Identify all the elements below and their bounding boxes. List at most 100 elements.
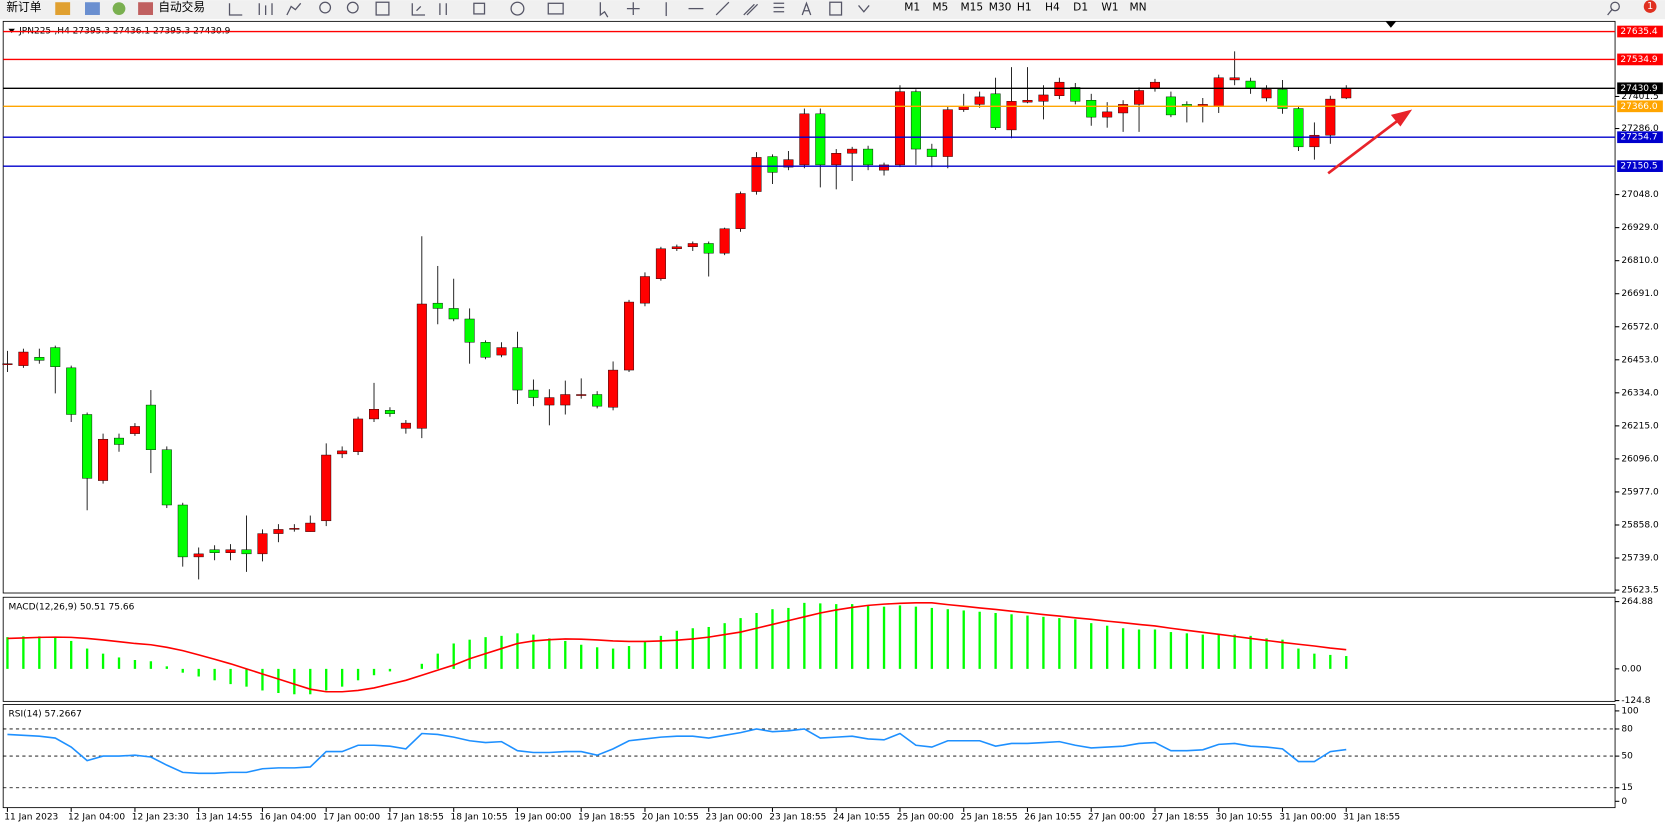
timeframe-button[interactable]: W1 bbox=[1101, 1, 1118, 14]
crosshair-tool[interactable] bbox=[626, 2, 640, 15]
candle-body bbox=[464, 318, 475, 343]
y-tick-label: 27401.5 bbox=[1621, 92, 1658, 102]
candle-body bbox=[703, 243, 714, 254]
candle-body bbox=[751, 157, 762, 192]
x-tick-label: 13 Jan 14:55 bbox=[196, 813, 253, 823]
y-tick-label: 26334.0 bbox=[1621, 388, 1659, 398]
icon[interactable] bbox=[547, 2, 564, 15]
zoom-in[interactable] bbox=[319, 1, 332, 14]
x-tick-label: 12 Jan 04:00 bbox=[68, 813, 125, 823]
search[interactable] bbox=[1607, 9, 1613, 16]
timeframe-button[interactable]: M1 bbox=[904, 1, 920, 14]
y-tick-label: 264.88 bbox=[1621, 597, 1653, 607]
panel-frame bbox=[2, 596, 1616, 702]
icon[interactable] bbox=[112, 2, 126, 15]
x-tick-label: 25 Jan 00:00 bbox=[897, 813, 954, 823]
candle-body bbox=[1070, 87, 1081, 102]
icon[interactable] bbox=[510, 1, 525, 16]
zoom-out[interactable] bbox=[346, 1, 359, 14]
candle-body bbox=[879, 164, 890, 171]
text-tool[interactable] bbox=[801, 1, 812, 16]
candle-body bbox=[847, 148, 858, 154]
candle-body bbox=[942, 109, 953, 157]
x-tick-label: 26 Jan 10:55 bbox=[1024, 813, 1081, 823]
timeframe-button[interactable]: H4 bbox=[1045, 1, 1060, 14]
x-tick-label: 17 Jan 18:55 bbox=[387, 813, 444, 823]
timeframe-button[interactable]: D1 bbox=[1073, 1, 1088, 14]
icon[interactable] bbox=[375, 1, 390, 16]
candle-body bbox=[2, 363, 13, 365]
search[interactable] bbox=[1610, 1, 1620, 12]
label-tool[interactable] bbox=[829, 1, 843, 16]
candle-body bbox=[719, 228, 730, 254]
candle-body bbox=[1102, 111, 1113, 118]
icon[interactable] bbox=[258, 3, 273, 15]
shift-marker bbox=[1385, 21, 1397, 28]
notification-badge[interactable] bbox=[1643, 0, 1657, 13]
icon[interactable] bbox=[473, 2, 486, 15]
rsi-line bbox=[7, 728, 1347, 775]
y-tick-label: 26691.0 bbox=[1621, 289, 1659, 299]
candle-body bbox=[831, 153, 842, 166]
level-label: 27534.9 bbox=[1620, 55, 1658, 65]
icon[interactable] bbox=[55, 2, 71, 15]
candle-body bbox=[1118, 104, 1129, 114]
candle-body bbox=[416, 303, 427, 429]
icon[interactable] bbox=[228, 3, 243, 16]
icon[interactable] bbox=[411, 3, 426, 16]
candle-body bbox=[337, 450, 348, 455]
arrow-tool[interactable] bbox=[858, 5, 870, 13]
candle-body bbox=[82, 414, 93, 479]
candle-body bbox=[66, 367, 77, 415]
trendline-tool[interactable] bbox=[715, 1, 730, 16]
candle-body bbox=[225, 549, 236, 553]
timeframe-button[interactable]: M15 bbox=[961, 1, 984, 14]
candle-body bbox=[958, 106, 969, 110]
candle-body bbox=[98, 438, 109, 481]
candle-body bbox=[815, 113, 826, 166]
panel-frame bbox=[2, 20, 1616, 594]
candle-body bbox=[289, 528, 300, 530]
y-tick-label: 100 bbox=[1621, 706, 1638, 716]
auto-trading-button[interactable]: 自动交易 bbox=[158, 0, 205, 14]
channel-tool[interactable] bbox=[743, 3, 759, 16]
timeframe-button[interactable]: M30 bbox=[989, 1, 1012, 14]
candle-body bbox=[1293, 108, 1304, 148]
candle-body bbox=[576, 394, 587, 396]
candle-body bbox=[34, 357, 45, 361]
y-tick-label: 25977.0 bbox=[1621, 487, 1659, 497]
candle-body bbox=[241, 549, 252, 555]
y-tick-label: 25739.0 bbox=[1621, 554, 1659, 564]
timeframe-button[interactable]: MN bbox=[1129, 1, 1146, 14]
auto-trading-icon[interactable] bbox=[138, 2, 154, 15]
y-tick-label: 0.00 bbox=[1621, 664, 1641, 674]
x-tick-label: 12 Jan 23:30 bbox=[132, 813, 189, 823]
fibo-tool[interactable] bbox=[773, 2, 785, 13]
candle-body bbox=[1134, 90, 1145, 105]
level-label-bg bbox=[1617, 100, 1663, 113]
icon[interactable] bbox=[286, 2, 302, 16]
annotation-arrowhead bbox=[1390, 109, 1413, 127]
cursor-tool[interactable] bbox=[599, 2, 609, 18]
candle-body bbox=[161, 449, 172, 506]
icon[interactable] bbox=[439, 3, 447, 15]
level-label: 27150.5 bbox=[1620, 162, 1657, 172]
x-tick-label: 20 Jan 10:55 bbox=[642, 813, 699, 823]
candle-body bbox=[1341, 88, 1352, 99]
candle-body bbox=[400, 422, 411, 429]
icon[interactable] bbox=[85, 2, 100, 15]
candle-body bbox=[129, 426, 140, 434]
candle-body bbox=[1149, 81, 1160, 89]
new-order-button[interactable]: 新订单 bbox=[6, 0, 41, 14]
candle-body bbox=[1086, 99, 1097, 118]
timeframe-button[interactable]: H1 bbox=[1017, 1, 1032, 14]
y-tick-label: 80 bbox=[1621, 724, 1633, 734]
annotation-arrow bbox=[1327, 115, 1404, 175]
candle-body bbox=[480, 342, 491, 358]
y-tick-label: 26096.0 bbox=[1621, 454, 1659, 464]
candle-body bbox=[671, 246, 682, 249]
timeframe-button[interactable]: M5 bbox=[932, 1, 948, 14]
y-tick-label: 27286.0 bbox=[1621, 124, 1659, 134]
candle-body bbox=[799, 113, 810, 166]
